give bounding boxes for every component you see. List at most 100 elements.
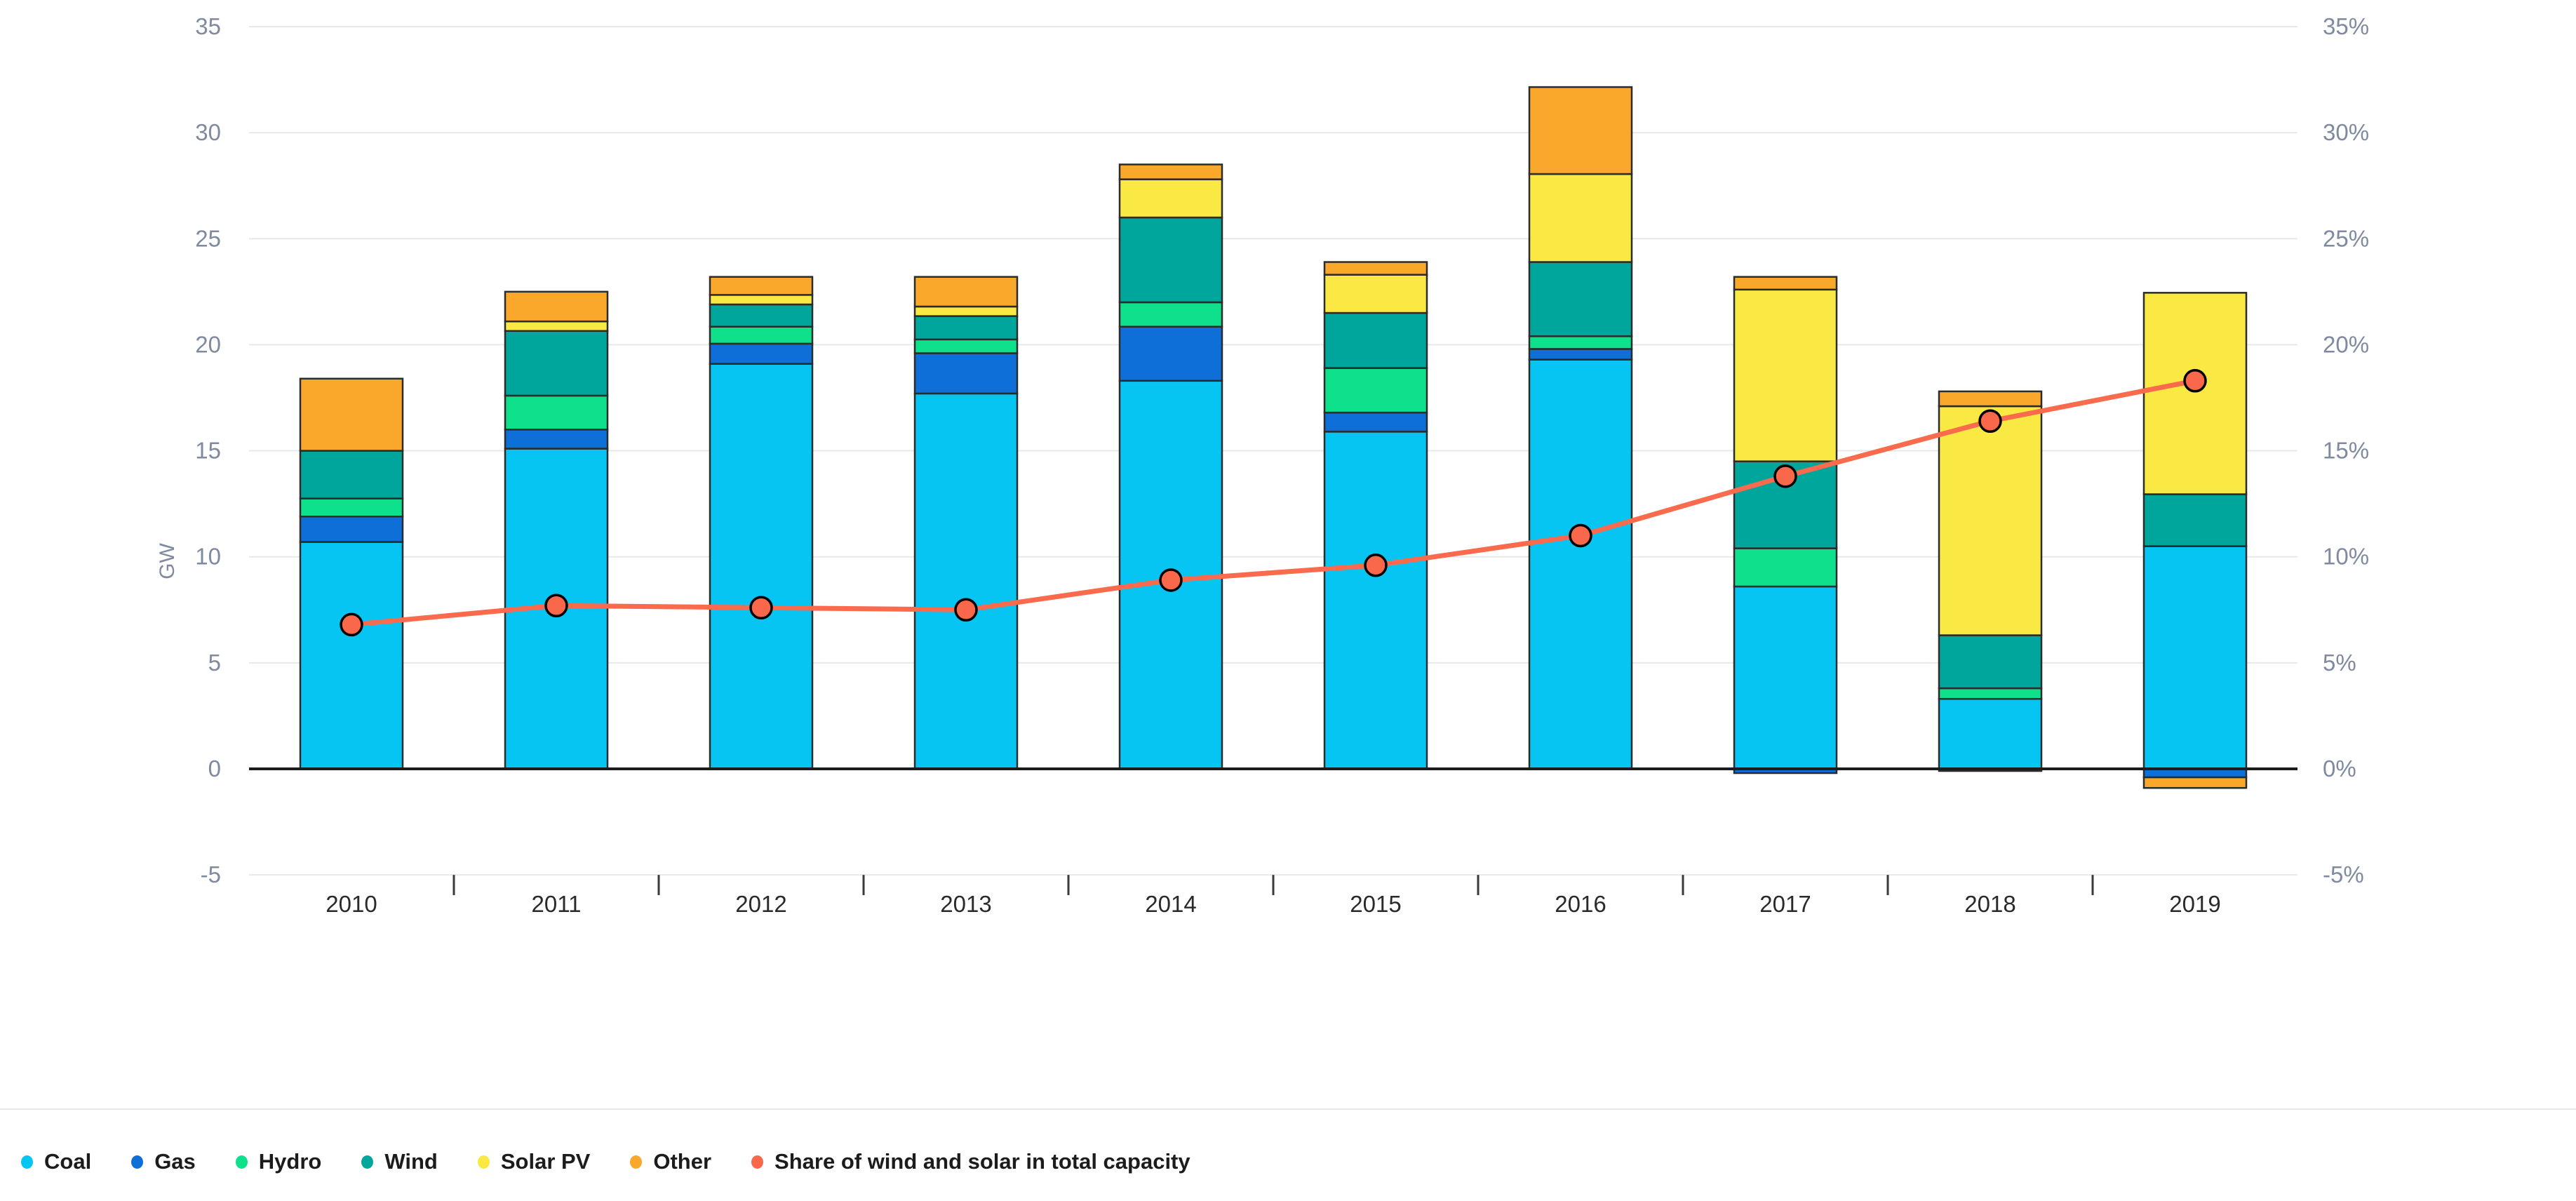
bar-segment-solar-pv-2015 [1323,274,1428,314]
y-axis-right-tick: -5% [2323,861,2364,887]
legend-item-other[interactable]: Other [630,1149,711,1174]
legend-label: Coal [44,1149,92,1174]
bar-segment-other-2017 [1733,276,1838,291]
bar-segment-other-2010 [299,377,404,452]
y-axis-right-tick: 5% [2323,650,2356,676]
bar-segment-coal-2017 [1733,585,1838,770]
legend-label: Solar PV [500,1149,591,1174]
bar-segment-other-2015 [1323,261,1428,276]
y-axis-left-tick: 10 [195,544,221,570]
legend-item-hydro[interactable]: Hydro [235,1149,322,1174]
legend-item-gas[interactable]: Gas [131,1149,196,1174]
bar-segment-wind-2012 [709,303,814,328]
bar-segment-hydro-2014 [1118,301,1223,328]
legend-divider [0,1108,2576,1110]
share-marker-2018 [1978,409,2002,433]
bar-segment-coal-2010 [299,541,404,770]
y-axis-right-tick: 15% [2323,438,2369,464]
x-axis-year-label: 2014 [1145,891,1196,917]
bar-segment-other-2016 [1528,86,1633,175]
y-axis-right-tick: 30% [2323,119,2369,145]
legend-dot [630,1155,643,1169]
bar-segment-gas-2016 [1528,348,1633,361]
bar-segment-solar-pv-2019 [2142,292,2248,495]
share-marker-2014 [1159,568,1183,592]
bar-segment-hydro-2017 [1733,547,1838,588]
y-axis-left-tick: -5 [201,861,221,887]
bar-segment-wind-2015 [1323,311,1428,369]
x-axis-year-label: 2015 [1350,891,1401,917]
bar-segment-solar-pv-2017 [1733,288,1838,462]
y-axis-left-tick: 30 [195,119,221,145]
legend-label: Other [653,1149,712,1174]
legend-item-wind[interactable]: Wind [361,1149,438,1174]
bar-segment-coal-2016 [1528,358,1633,770]
bar-segment-other-2012 [709,276,814,296]
bar-segment-hydro-2010 [299,497,404,518]
y-axis-right-tick: 20% [2323,331,2369,357]
legend-item-solar[interactable]: Solar PV [477,1149,591,1174]
bar-segment-wind-2011 [504,330,609,397]
legend-dot [477,1155,490,1169]
legend-dot [361,1155,374,1169]
share-marker-2015 [1364,553,1388,577]
legend-item-coal[interactable]: Coal [21,1149,91,1174]
bar-segment-wind-2016 [1528,261,1633,337]
bar-segment-hydro-2013 [913,338,1019,354]
share-marker-2019 [2183,369,2207,393]
legend-dot [235,1155,248,1169]
bar-segment-wind-2018 [1938,634,2043,690]
bar-segment-gas-2011 [504,429,609,450]
x-axis-year-label: 2012 [735,891,786,917]
share-line [351,378,2196,627]
share-marker-2011 [544,593,568,617]
bar-segment-other-2013 [913,276,1019,308]
bar-segment-gas-2014 [1118,326,1223,382]
bar-segment-other-2018 [1938,390,2043,408]
legend-dot [21,1155,33,1169]
bar-segment-hydro-2012 [709,326,814,345]
y-axis-title: GW [156,542,179,579]
legend-dot [131,1155,144,1169]
share-marker-2012 [749,596,773,620]
bar-segment-hydro-2015 [1323,367,1428,414]
bar-segment-hydro-2018 [1938,687,2043,700]
legend-item-share[interactable]: Share of wind and solar in total capacit… [751,1149,1190,1174]
legend-label: Hydro [258,1149,322,1174]
legend-label: Share of wind and solar in total capacit… [774,1149,1190,1174]
x-axis-year-label: 2019 [2169,891,2220,917]
bar-segment-gas-2010 [299,516,404,543]
legend-label: Gas [154,1149,196,1174]
bar-segment-solar-pv-2012 [709,294,814,306]
share-marker-2010 [340,612,363,637]
y-axis-left-tick: 5 [208,650,221,676]
bar-segment-wind-2013 [913,315,1019,341]
bar-segment-gas-2012 [709,342,814,365]
y-axis-left-tick: 20 [195,331,221,357]
legend-label: Wind [384,1149,438,1174]
share-marker-2017 [1773,464,1797,488]
x-axis-year-label: 2017 [1759,891,1811,917]
bar-segment-wind-2014 [1118,216,1223,304]
share-marker-2016 [1569,523,1592,548]
x-axis-year-label: 2011 [532,891,582,917]
y-axis-right-tick: 25% [2323,225,2369,251]
x-axis-year-label: 2016 [1555,891,1606,917]
chart-legend: Coal Gas Hydro Wind Solar PV Other Share of wi… [0,1141,2576,1183]
bar-segment-hydro-2016 [1528,335,1633,350]
y-axis-left-tick: 35 [195,13,221,39]
y-axis-right-tick: 10% [2323,544,2369,570]
bar-segment-wind-2010 [299,450,404,499]
legend-dot [751,1155,764,1169]
bar-segment-gas-2015 [1323,411,1428,433]
y-axis-left-tick: 0 [208,756,221,781]
bar-segment-coal-2012 [709,363,814,770]
x-axis-year-label: 2018 [1964,891,2015,917]
bar-segment-coal-2015 [1323,431,1428,770]
bar-segment-coal-2018 [1938,697,2043,770]
y-axis-right-tick: 0% [2323,756,2356,781]
y-axis-right-tick: 35% [2323,13,2369,39]
bar-segment-solar-pv-2014 [1118,178,1223,219]
